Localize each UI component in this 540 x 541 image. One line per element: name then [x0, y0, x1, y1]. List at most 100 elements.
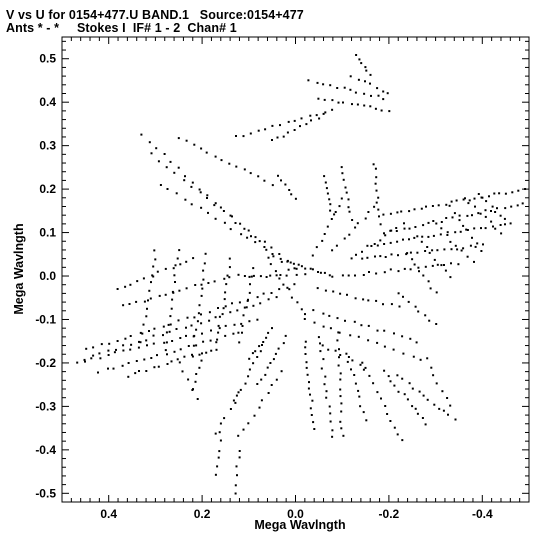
data-point — [300, 265, 303, 268]
data-point — [332, 290, 335, 293]
data-point — [392, 348, 395, 351]
data-point — [437, 204, 440, 207]
data-point — [235, 394, 238, 397]
data-point — [310, 119, 312, 122]
data-point — [339, 372, 342, 375]
data-point — [271, 184, 274, 187]
data-point — [277, 347, 280, 350]
data-point — [229, 228, 232, 231]
data-point — [388, 110, 391, 113]
data-point — [249, 283, 251, 286]
data-point — [265, 276, 268, 278]
data-point — [324, 289, 327, 292]
data-point — [435, 323, 438, 325]
data-point — [200, 283, 203, 286]
data-point — [416, 412, 419, 415]
data-point — [466, 229, 469, 231]
data-point — [287, 120, 290, 123]
data-point — [312, 309, 315, 312]
data-point — [249, 172, 252, 175]
data-point — [460, 249, 463, 252]
data-point — [354, 297, 357, 300]
data-point — [249, 132, 252, 135]
data-point — [422, 274, 425, 277]
data-point — [364, 80, 366, 83]
data-point — [379, 239, 382, 242]
data-point — [172, 267, 175, 270]
data-point — [233, 323, 236, 326]
y-tick-label: -0.1 — [35, 312, 56, 326]
data-point — [178, 361, 181, 364]
data-point — [366, 244, 369, 247]
data-point — [504, 207, 507, 210]
data-point — [282, 135, 285, 138]
data-point — [275, 378, 278, 381]
data-point — [340, 402, 343, 405]
data-point — [201, 352, 203, 355]
data-point — [492, 225, 494, 228]
data-point — [241, 331, 243, 334]
data-point — [198, 188, 201, 191]
data-point — [148, 330, 150, 332]
data-point — [307, 79, 310, 82]
data-point — [465, 228, 468, 231]
data-point — [309, 114, 312, 117]
data-point — [503, 217, 506, 220]
data-point — [304, 273, 307, 276]
data-point — [232, 399, 235, 402]
data-point — [309, 407, 312, 410]
data-point — [357, 78, 360, 81]
data-point — [195, 344, 198, 347]
data-point — [409, 337, 412, 340]
data-point — [409, 268, 412, 271]
data-point — [201, 287, 204, 290]
data-point — [356, 222, 359, 225]
data-point — [129, 283, 132, 286]
data-point — [322, 83, 325, 86]
data-point — [235, 135, 237, 137]
data-point — [170, 307, 173, 310]
data-point — [278, 288, 281, 291]
data-point — [449, 240, 452, 243]
data-point — [122, 304, 125, 307]
data-point — [406, 398, 409, 401]
data-point — [340, 427, 343, 430]
data-point — [347, 206, 350, 209]
data-point — [293, 119, 296, 122]
data-point — [395, 230, 398, 232]
data-point — [471, 236, 473, 239]
data-point — [430, 366, 433, 369]
data-point — [364, 217, 367, 220]
data-point — [451, 216, 454, 219]
data-point — [329, 420, 332, 423]
data-point — [338, 348, 340, 351]
data-point — [445, 217, 448, 219]
data-point — [243, 227, 246, 230]
data-point — [401, 439, 404, 442]
data-point — [216, 465, 219, 468]
data-point — [152, 275, 155, 278]
data-point — [339, 354, 342, 356]
data-point — [331, 429, 334, 432]
data-point — [357, 335, 360, 338]
data-point — [241, 325, 244, 327]
data-point — [214, 316, 217, 319]
data-point — [270, 292, 273, 294]
data-point — [376, 391, 379, 394]
data-point — [191, 355, 194, 358]
data-point — [403, 222, 405, 225]
data-point — [135, 300, 138, 303]
data-point — [259, 350, 262, 353]
data-point — [127, 375, 130, 378]
data-point — [496, 207, 498, 210]
data-point — [260, 399, 263, 402]
data-point — [329, 84, 332, 87]
data-point — [343, 237, 346, 240]
data-point — [336, 339, 339, 342]
data-point — [151, 274, 154, 277]
data-point — [237, 391, 240, 394]
y-tick-label: -0.2 — [35, 356, 56, 370]
data-point — [240, 233, 243, 236]
data-point — [235, 165, 238, 168]
data-point — [431, 205, 434, 207]
